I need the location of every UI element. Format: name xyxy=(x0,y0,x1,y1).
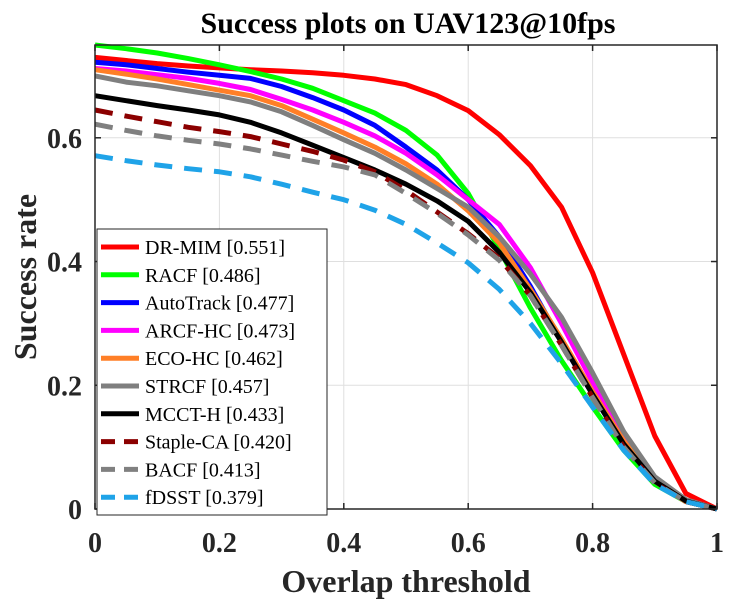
legend-label: BACF [0.413] xyxy=(145,459,261,481)
legend-entry-strcf: STRCF [0.457] xyxy=(101,376,269,398)
y-tick-label: 0.6 xyxy=(47,124,82,155)
legend-entry-dr-mim: DR-MIM [0.551] xyxy=(101,237,285,259)
legend-entry-bacf: BACF [0.413] xyxy=(101,459,261,481)
x-axis-label: Overlap threshold xyxy=(281,563,530,599)
legend-entry-mcct-h: MCCT-H [0.433] xyxy=(101,404,284,426)
y-axis-label: Success rate xyxy=(7,194,43,360)
legend-label: RACF [0.486] xyxy=(145,265,261,287)
series-layer xyxy=(94,42,719,512)
x-tick-label: 0.4 xyxy=(326,528,361,559)
y-tick-label: 0.4 xyxy=(47,248,82,279)
axis-ticks: 0 0.2 0.4 0.6 0.8 1 0 0.2 0.4 0.6 xyxy=(47,45,724,559)
series-line-strcf xyxy=(94,73,718,512)
legend-label: STRCF [0.457] xyxy=(145,376,269,398)
y-tick-label: 0 xyxy=(68,495,82,526)
legend-label: AutoTrack [0.477] xyxy=(145,293,294,315)
x-tick-label: 0.8 xyxy=(575,528,610,559)
x-tick-label: 0.6 xyxy=(451,528,486,559)
y-tick-label: 0.2 xyxy=(47,371,82,402)
x-tick-label: 0 xyxy=(88,528,102,559)
legend-entry-arcf-hc: ARCF-HC [0.473] xyxy=(101,320,295,342)
series-line-fdsst xyxy=(94,153,718,512)
legend-entry-autotrack: AutoTrack [0.477] xyxy=(101,293,294,315)
series-line-dr-mim xyxy=(94,54,719,512)
x-tick-label: 0.2 xyxy=(202,528,237,559)
legend-entry-racf: RACF [0.486] xyxy=(101,265,261,287)
series-line-racf xyxy=(94,42,718,512)
legend-label: MCCT-H [0.433] xyxy=(145,404,284,426)
legend-entry-staple-ca: Staple-CA [0.420] xyxy=(101,432,292,454)
plot-frame xyxy=(94,44,718,510)
legend: DR-MIM [0.551] RACF [0.486] AutoTrack [0.4… xyxy=(96,228,328,516)
x-tick-label: 1 xyxy=(710,528,724,559)
legend-label: fDSST [0.379] xyxy=(145,487,264,509)
series-line-arcf-hc xyxy=(94,66,718,512)
legend-entry-eco-hc: ECO-HC [0.462] xyxy=(101,348,283,370)
legend-entry-fdsst: fDSST [0.379] xyxy=(101,487,264,509)
legend-label: Staple-CA [0.420] xyxy=(145,432,292,454)
series-line-bacf xyxy=(94,121,718,512)
chart-title: Success plots on UAV123@10fps xyxy=(201,7,616,40)
legend-label: DR-MIM [0.551] xyxy=(145,237,285,259)
legend-label: ARCF-HC [0.473] xyxy=(145,320,295,342)
legend-label: ECO-HC [0.462] xyxy=(145,348,283,370)
